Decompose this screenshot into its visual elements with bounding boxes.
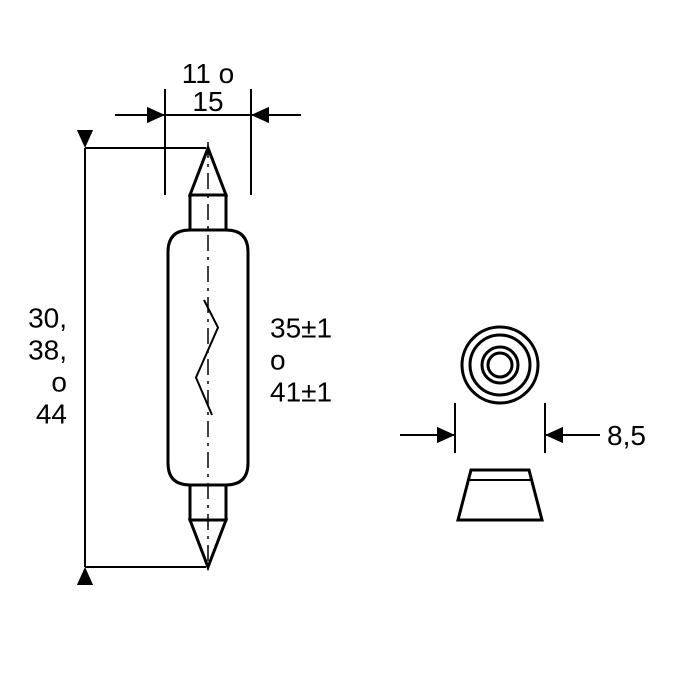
dim-height-l1: 30, [28,303,67,334]
dim-height-l3: o [51,367,67,398]
dim-mid-l3: 41±1 [270,377,332,408]
filament [196,300,218,415]
dim-height-l4: 44 [36,399,67,430]
arrowhead [147,107,165,123]
cap-ring-outer [462,327,538,403]
dim-width-label-1: 11 o [182,58,234,89]
dim-width-label-2: 15 [192,86,223,117]
arrowhead [251,107,269,123]
dim-height-l2: 38, [28,335,67,366]
arrowhead [437,427,455,443]
dim-mid-l2: o [270,345,286,376]
cap-ring-inner [470,335,530,395]
cap-center-inner [488,353,512,377]
cap-side-view [458,470,542,520]
arrowhead [545,427,563,443]
dim-diameter-label: 8,5 [607,420,646,451]
dim-mid-l1: 35±1 [270,313,332,344]
arrowhead [77,130,93,148]
arrowhead [77,567,93,585]
